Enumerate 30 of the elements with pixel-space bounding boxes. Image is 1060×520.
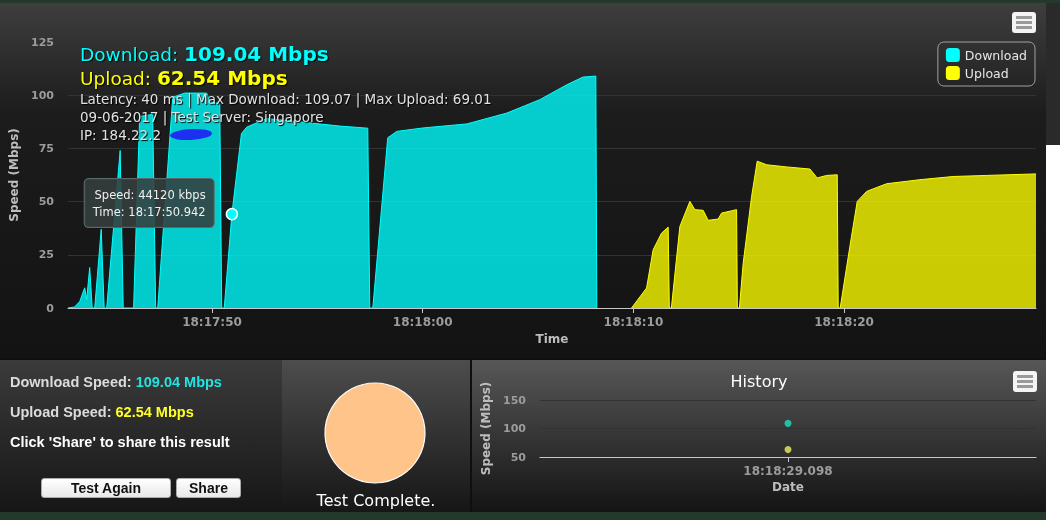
annotation: Speed: 44120 kbps Time: 18:17:50.942 <box>91 187 206 219</box>
x-tick-label: 18:18:10 <box>603 315 664 329</box>
text: Click 'Share' to share this result <box>10 434 230 450</box>
y-tick-label: 125 <box>31 35 54 49</box>
x-tick-label: 18:18:29.098 <box>743 464 833 478</box>
button[interactable]: Share <box>176 478 241 498</box>
annotation: Upload: 62.54 Mbps <box>80 66 288 90</box>
x-tick-label: 18:18:00 <box>392 315 453 329</box>
y-tick-label: 25 <box>38 248 54 262</box>
y-tick-label: 50 <box>38 195 55 209</box>
y-tick-label: 100 <box>503 422 527 435</box>
y-tick-label: 0 <box>46 301 55 315</box>
y-tick-label: 75 <box>38 141 54 155</box>
x-tick-label: 18:18:20 <box>814 315 874 329</box>
y-tick-label: 50 <box>510 450 527 464</box>
x-tick-label: 18:17:50 <box>182 315 242 329</box>
chart-title: History <box>730 371 788 391</box>
legend-label: Download <box>964 47 1028 63</box>
y-tick-label: 100 <box>31 88 55 102</box>
text: Upload Speed: 62.54 Mbps <box>10 404 194 420</box>
text: Download Speed: 109.04 Mbps <box>10 374 222 390</box>
annotation: Download: 109.04 Mbps <box>80 42 329 66</box>
legend-label: Upload <box>964 65 1009 81</box>
button[interactable]: Test Again <box>41 478 171 498</box>
x-axis-title: Time <box>535 331 569 346</box>
y-axis-title: Speed (Mbps) <box>479 381 494 476</box>
y-tick-label: 150 <box>503 393 527 407</box>
text: Test Complete. <box>315 491 437 511</box>
y-axis-title: Speed (Mbps) <box>7 128 22 222</box>
x-axis-title: Date <box>772 480 804 494</box>
